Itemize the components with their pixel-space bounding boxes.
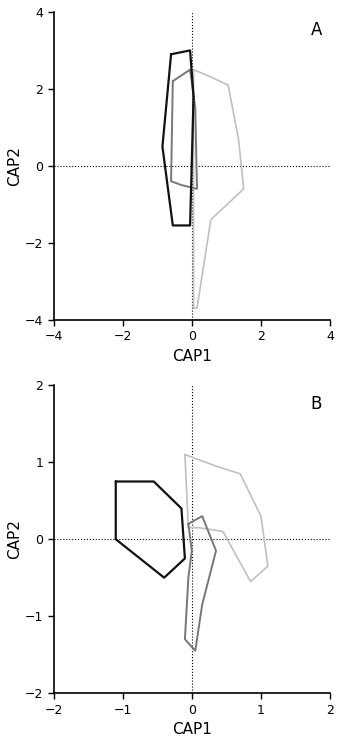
X-axis label: CAP1: CAP1 (172, 722, 212, 737)
Text: B: B (310, 394, 322, 413)
X-axis label: CAP1: CAP1 (172, 349, 212, 364)
Text: A: A (310, 21, 322, 39)
Y-axis label: CAP2: CAP2 (7, 146, 22, 186)
Y-axis label: CAP2: CAP2 (7, 519, 22, 559)
